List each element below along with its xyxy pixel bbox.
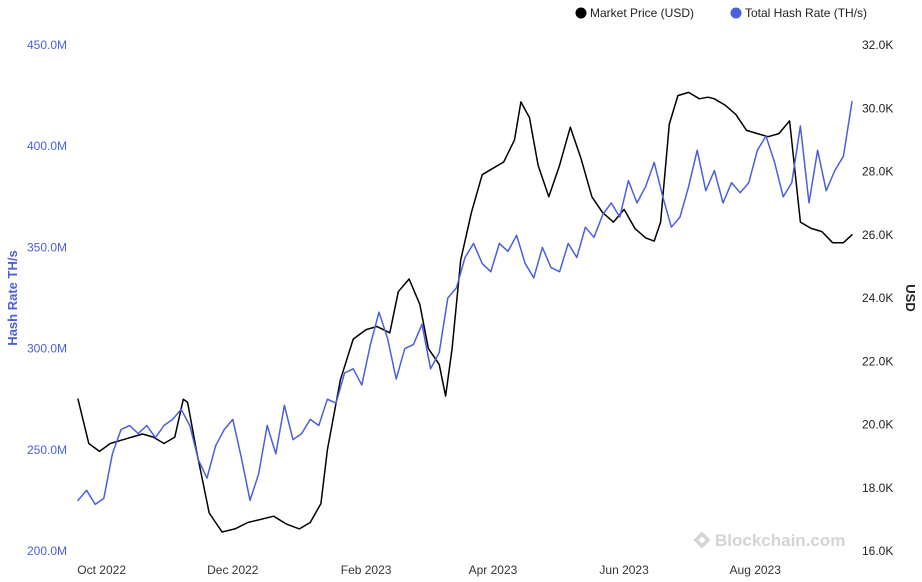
watermark-text: Blockchain.com [715,531,845,550]
watermark: Blockchain.com [693,531,845,550]
right-tick-label: 30.0K [862,101,893,115]
x-tick-label: Dec 2022 [207,563,259,577]
x-tick-label: Aug 2023 [730,563,782,577]
x-tick-label: Apr 2023 [469,563,518,577]
left-tick-label: 200.0M [27,544,67,558]
right-tick-label: 28.0K [862,165,893,179]
legend-label: Market Price (USD) [590,6,694,20]
right-tick-label: 26.0K [862,228,893,242]
left-tick-label: 350.0M [27,240,67,254]
right-tick-label: 22.0K [862,354,893,368]
left-axis-ticks: 200.0M 250.0M 300.0M 350.0M 400.0M 450.0M [27,38,67,558]
right-tick-label: 18.0K [862,481,893,495]
blockchain-logo-icon [693,531,711,549]
legend-marker [575,7,587,19]
hash-rate-line [77,100,853,506]
legend-item[interactable]: Total Hash Rate (TH/s) [730,6,868,20]
x-tick-label: Oct 2022 [77,563,126,577]
x-tick-label: Jun 2023 [599,563,649,577]
legend[interactable]: Market Price (USD) Total Hash Rate (TH/s) [575,6,868,20]
left-tick-label: 450.0M [27,38,67,52]
legend-item[interactable]: Market Price (USD) [575,6,695,20]
left-tick-label: 300.0M [27,342,67,356]
right-tick-label: 20.0K [862,418,893,432]
market-price-line [77,91,853,533]
left-tick-label: 250.0M [27,443,67,457]
legend-label: Total Hash Rate (TH/s) [745,6,867,20]
legend-marker [730,7,742,19]
right-axis-ticks: 16.0K 18.0K 20.0K 22.0K 24.0K 26.0K 28.0K 30.0K… [862,38,893,558]
right-axis-title: USD [903,284,918,311]
left-tick-label: 400.0M [27,139,67,153]
right-tick-label: 24.0K [862,291,893,305]
right-tick-label: 16.0K [862,544,893,558]
x-axis-ticks: Oct 2022 Dec 2022 Feb 2023 Apr 2023 Jun 2023… [77,563,781,577]
series-layer [77,91,853,533]
right-tick-label: 32.0K [862,38,893,52]
left-axis-title: Hash Rate TH/s [5,250,20,345]
x-tick-label: Feb 2023 [341,563,392,577]
